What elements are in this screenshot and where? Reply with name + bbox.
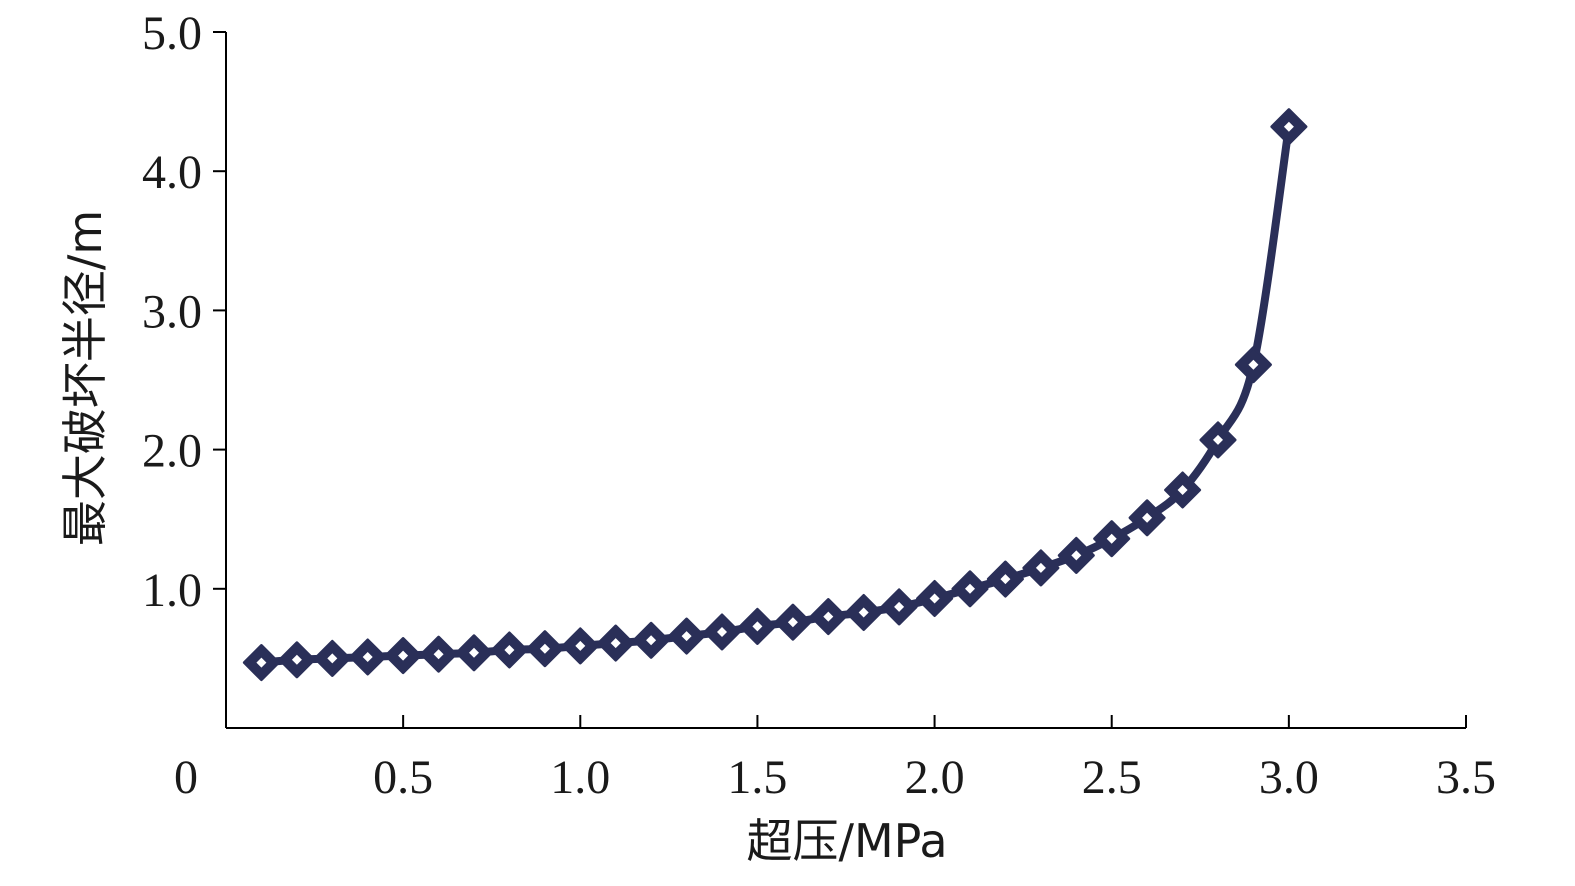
data-point-marker-center xyxy=(327,653,338,664)
data-point-marker-center xyxy=(256,657,267,668)
data-point-marker-center xyxy=(1177,485,1188,495)
y-tick-label: 3.0 xyxy=(142,285,202,338)
data-point-marker-center xyxy=(539,643,550,654)
data-point-marker-center xyxy=(858,607,869,618)
data-point-marker-center xyxy=(291,654,302,665)
data-point-marker-center xyxy=(752,621,763,632)
y-axis-title: 最大破坏半径/m xyxy=(58,210,112,546)
data-point-marker-center xyxy=(610,638,621,649)
data-point-marker-center xyxy=(575,640,586,651)
data-point-marker-center xyxy=(646,635,657,646)
data-point-marker-center xyxy=(1142,512,1153,523)
data-point-marker-center xyxy=(787,617,798,628)
data-point-marker-center xyxy=(1035,562,1046,573)
data-point-marker-center xyxy=(1071,550,1082,561)
data-point-marker-center xyxy=(929,593,940,604)
x-axis-title: 超压/MPa xyxy=(746,814,947,868)
axes: 1.0 2.0 3.0 4.0 5.0 0.5 1.0 1.5 2.0 2.5 3.0 3.5 xyxy=(142,7,1496,804)
series-line xyxy=(257,122,1293,667)
data-point-marker-center xyxy=(1000,574,1011,585)
x-tick-label: 3.0 xyxy=(1259,751,1319,804)
data-point-marker-center xyxy=(1248,359,1259,370)
data-point-marker-center xyxy=(433,649,444,660)
data-point-marker-center xyxy=(362,652,373,662)
x-tick-label: 2.0 xyxy=(905,751,965,804)
data-point-marker-center xyxy=(1213,434,1223,445)
data-point-marker-center xyxy=(398,650,409,661)
data-point-marker-center xyxy=(681,631,692,642)
x-tick-label: 3.5 xyxy=(1436,751,1496,804)
y-tick-label: 1.0 xyxy=(142,564,202,617)
x-tick-label: 1.5 xyxy=(727,751,787,804)
data-point-marker-center xyxy=(504,645,515,655)
y-tick-label: 2.0 xyxy=(142,425,202,478)
data-point-marker-center xyxy=(717,627,727,637)
series-markers xyxy=(242,108,1308,682)
data-point-marker-center xyxy=(469,647,479,658)
y-tick-label: 5.0 xyxy=(142,7,202,60)
data-point-marker-center xyxy=(1283,121,1294,132)
series-line-layer xyxy=(257,122,1293,667)
x-tick-label: 1.0 xyxy=(550,751,610,804)
data-point-marker-center xyxy=(965,583,975,594)
data-point-marker-center xyxy=(1106,533,1117,544)
x-tick-label: 0.5 xyxy=(373,751,433,804)
origin-tick-label: 0 xyxy=(174,751,198,804)
axis-labels: 超压/MPa 最大破坏半径/m 0 xyxy=(58,210,948,868)
y-tick-label: 4.0 xyxy=(142,146,202,199)
data-point-marker-center xyxy=(894,601,905,612)
data-point-marker-center xyxy=(823,611,834,622)
x-tick-label: 2.5 xyxy=(1082,751,1142,804)
